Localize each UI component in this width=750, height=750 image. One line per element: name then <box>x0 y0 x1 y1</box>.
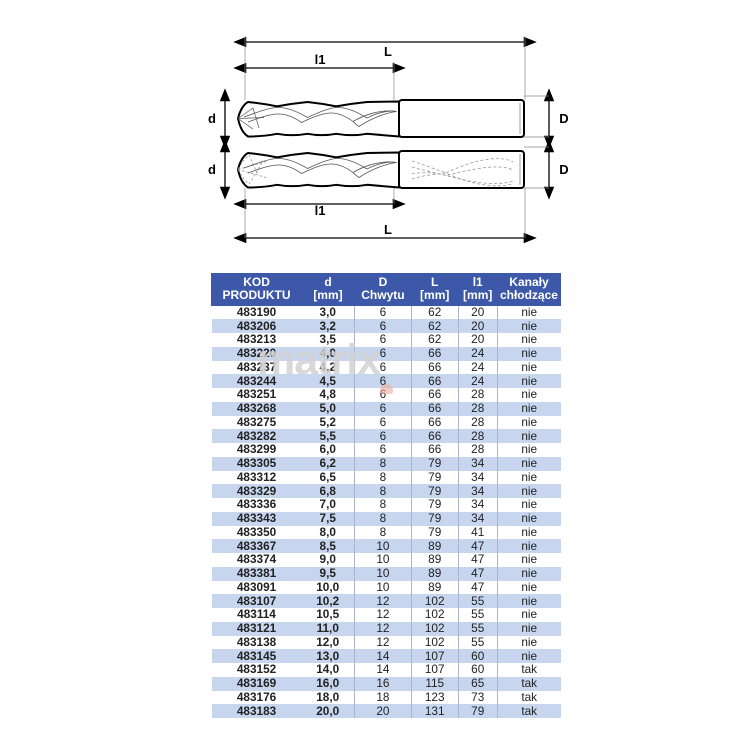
svg-text:d: d <box>208 111 216 126</box>
svg-text:L: L <box>384 222 392 237</box>
svg-text:L: L <box>384 44 392 59</box>
svg-text:l1: l1 <box>315 203 326 218</box>
svg-text:d: d <box>208 162 216 177</box>
svg-text:D: D <box>559 162 568 177</box>
svg-text:l1: l1 <box>315 52 326 67</box>
svg-text:D: D <box>559 111 568 126</box>
